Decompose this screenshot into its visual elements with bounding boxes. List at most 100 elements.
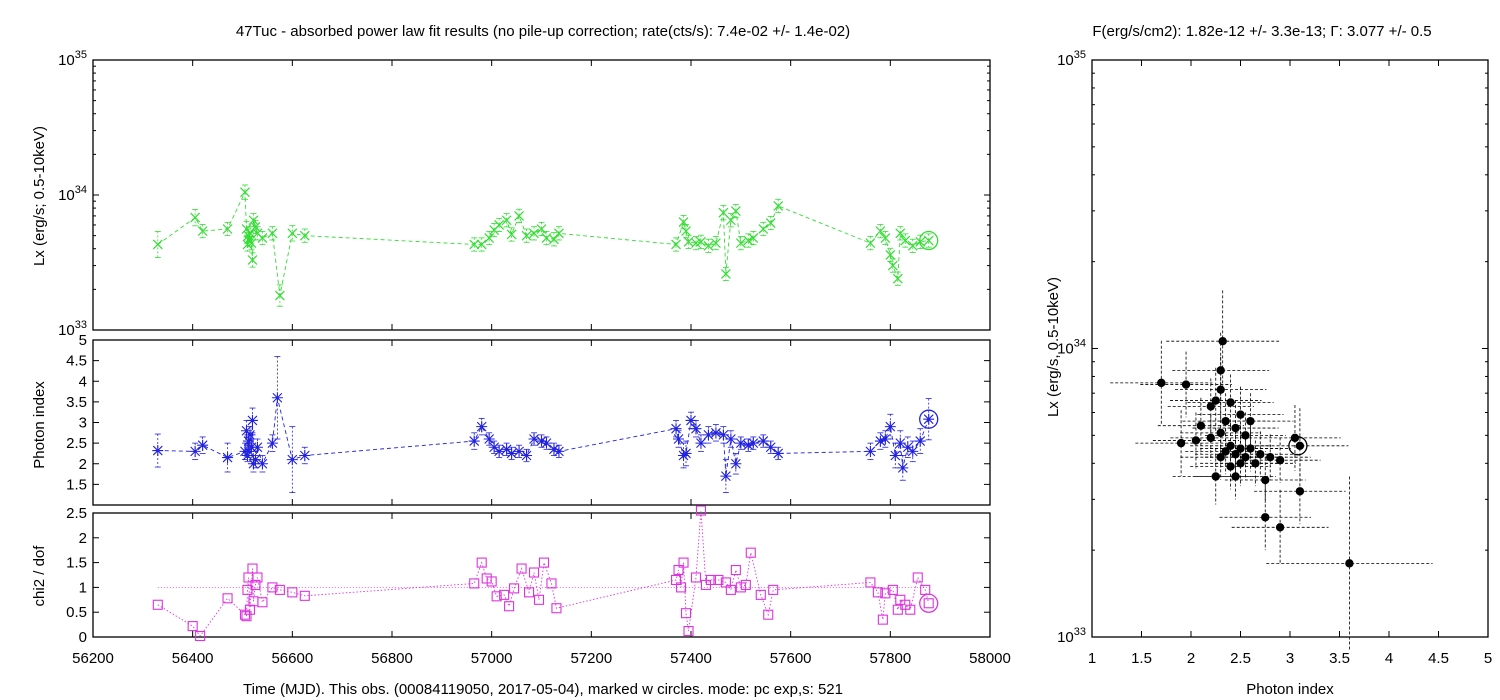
data-point [1206, 433, 1216, 443]
data-point [494, 220, 505, 230]
data-point [469, 239, 480, 250]
data-point [1216, 452, 1225, 462]
data-point [538, 557, 550, 568]
y-tick-label: 3 [79, 415, 87, 432]
data-point [257, 597, 268, 608]
data-point [880, 233, 891, 243]
y-tick-label: 2 [79, 456, 87, 473]
data-point [740, 579, 751, 590]
data-point [874, 435, 886, 447]
y-tick-label: 1034 [58, 184, 87, 204]
data-point [267, 228, 278, 239]
y-tick-label: 1.5 [66, 476, 87, 493]
main-title: 47Tuc - absorbed power law fit results (… [236, 23, 850, 40]
y-tick-label: 3.5 [66, 394, 87, 411]
data-point [251, 441, 263, 453]
data-point [1218, 336, 1227, 346]
data-point [1275, 456, 1285, 465]
data-point [1176, 438, 1186, 448]
data-point [509, 583, 520, 594]
data-point [521, 450, 533, 461]
data-point [513, 445, 525, 457]
data-point [1196, 421, 1206, 430]
data-point [1345, 559, 1354, 568]
data-point [892, 273, 903, 284]
y-tick-label: 0.5 [66, 604, 87, 621]
data-point [894, 437, 906, 449]
data-point [887, 584, 898, 595]
y-axis-label-chi2: chi2 / dof [31, 545, 48, 607]
data-point [528, 567, 540, 578]
data-point [484, 233, 495, 243]
x-tick-label: 57600 [770, 650, 812, 667]
data-point [900, 235, 911, 246]
data-point [1295, 487, 1305, 496]
y-tick-label: 1.5 [66, 555, 87, 572]
data-point [222, 224, 233, 234]
data-point [730, 206, 741, 217]
data-point [1157, 378, 1166, 388]
data-point [274, 584, 285, 595]
data-point [745, 547, 756, 558]
data-point [274, 290, 285, 301]
data-point [889, 450, 901, 461]
x-tick-label: 56800 [371, 650, 413, 667]
data-point [758, 224, 769, 234]
current-observation-marker [919, 230, 939, 251]
data-point [540, 437, 552, 449]
data-point [717, 429, 729, 441]
x-tick-label: 3.5 [1329, 650, 1350, 667]
data-point [902, 441, 914, 453]
data-point [720, 269, 731, 279]
x-tick-label: 56400 [172, 650, 214, 667]
y-tick-label: 1035 [1057, 49, 1086, 69]
x-tick-label: 3 [1286, 650, 1294, 667]
data-point [469, 578, 480, 589]
data-point [287, 228, 298, 239]
data-point [190, 212, 201, 223]
data-point [152, 599, 163, 610]
data-point [240, 187, 250, 198]
panel-lx_vs_gamma: 1033 1034 1035 1 1.5 2 2.5 3 3.5 4 4.5 5 [1057, 49, 1492, 667]
x-tick-label: 2.5 [1230, 650, 1251, 667]
data-point [757, 435, 769, 447]
data-point [725, 433, 737, 445]
data-point [710, 238, 721, 249]
data-point [245, 441, 257, 453]
data-point [725, 584, 736, 595]
y-axis-label-photon-index: Photon index [31, 381, 48, 469]
data-point [189, 445, 201, 457]
data-point [536, 224, 547, 234]
data-point [1191, 436, 1201, 445]
data-point [923, 598, 934, 609]
x-tick-label: 5 [1484, 650, 1492, 667]
data-point [690, 423, 702, 435]
data-point [695, 505, 707, 516]
x-axis-label-photon-index: Photon index [1246, 681, 1334, 698]
data-point [257, 233, 268, 243]
data-point [895, 228, 906, 239]
data-point [491, 591, 502, 602]
data-point [702, 429, 714, 441]
data-point [1206, 402, 1216, 411]
data-point [912, 572, 923, 583]
data-point [514, 210, 524, 221]
y-tick-label: 0 [79, 629, 87, 646]
data-point [521, 230, 532, 241]
x-tick-label: 57200 [570, 650, 612, 667]
data-point [1275, 523, 1285, 532]
y-tick-label: 1035 [58, 49, 87, 69]
data-point [1236, 410, 1245, 419]
data-point [486, 576, 497, 587]
data-point [488, 441, 500, 453]
data-point [1221, 416, 1230, 426]
data-point [1266, 452, 1275, 462]
data-point [887, 260, 898, 271]
data-point [267, 582, 278, 593]
data-point [476, 421, 488, 433]
data-point [246, 414, 258, 426]
series-line [157, 510, 930, 637]
data-point [247, 255, 258, 265]
data-point [703, 240, 714, 251]
